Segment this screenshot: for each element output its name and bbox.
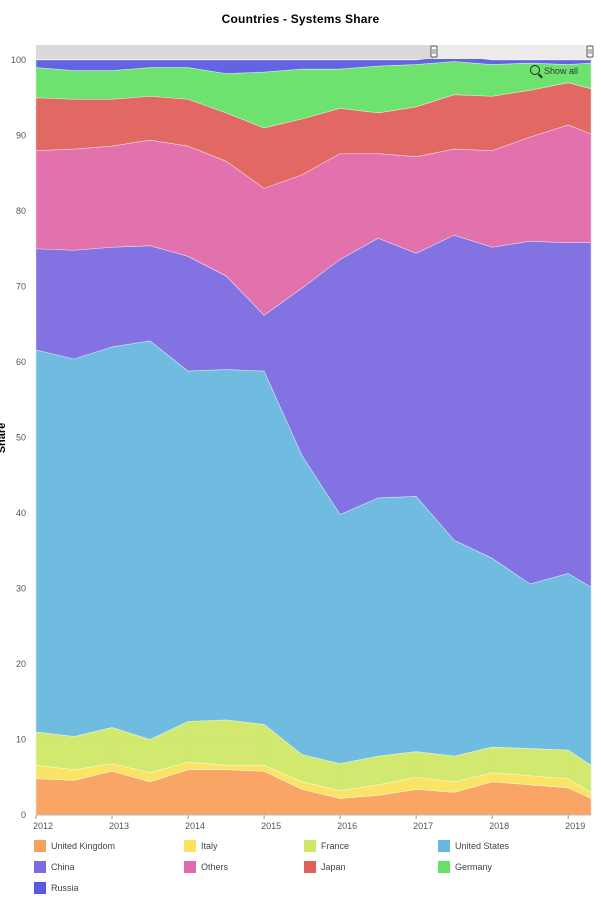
y-tick-label: 80 [16, 206, 26, 216]
show-all-button[interactable]: Show all [530, 65, 578, 76]
legend-swatch [34, 882, 46, 894]
legend-item-france[interactable]: France [304, 838, 349, 854]
y-tick-label: 50 [16, 433, 26, 443]
legend-swatch [438, 840, 450, 852]
zoom-scrollbar[interactable] [36, 45, 594, 59]
legend-swatch [34, 840, 46, 852]
area-series-russia[interactable] [35, 55, 592, 74]
y-tick-label: 40 [16, 508, 26, 518]
y-tick-label: 90 [16, 131, 26, 141]
legend-swatch [184, 861, 196, 873]
scrollbar-right-grip[interactable] [586, 45, 594, 58]
legend-swatch [184, 840, 196, 852]
legend-item-japan[interactable]: Japan [304, 859, 346, 875]
axis-layer: 0 10 20 30 40 50 60 70 80 90 100 2012 2013 2014 2015 20… [11, 55, 591, 831]
y-tick-label: 10 [16, 735, 26, 745]
legend-item-china[interactable]: China [34, 859, 75, 875]
chart-title: Countries - Systems Share [221, 12, 380, 26]
legend-label: Japan [321, 862, 346, 872]
legend-item-others[interactable]: Others [184, 859, 228, 875]
y-tick-label: 0 [21, 810, 26, 820]
x-tick-label: 2018 [489, 821, 509, 831]
legend-label: Russia [51, 883, 79, 893]
x-tick-label: 2014 [185, 821, 205, 831]
x-tick-label: 2012 [33, 821, 53, 831]
legend-swatch [34, 861, 46, 873]
area-layer [35, 55, 592, 816]
legend-label: Italy [201, 841, 218, 851]
x-tick-label: 2017 [413, 821, 433, 831]
y-tick-label: 70 [16, 282, 26, 292]
legend-swatch [304, 861, 316, 873]
x-tick-label: 2015 [261, 821, 281, 831]
show-all-label: Show all [544, 66, 579, 76]
y-tick-label: 20 [16, 659, 26, 669]
legend-item-italy[interactable]: Italy [184, 838, 218, 854]
legend-label: Others [201, 862, 229, 872]
legend-swatch [304, 840, 316, 852]
x-tick-label: 2019 [565, 821, 585, 831]
legend-item-germany[interactable]: Germany [438, 859, 492, 875]
x-tick-label: 2016 [337, 821, 357, 831]
y-axis-label: Share [0, 423, 8, 454]
legend-swatch [438, 861, 450, 873]
scrollbar-selection[interactable] [434, 45, 591, 59]
zoom-out-icon [530, 65, 540, 75]
legend-label: China [51, 862, 75, 872]
legend-label: Germany [455, 862, 493, 872]
legend-label: United States [455, 841, 510, 851]
legend-item-united-kingdom[interactable]: United Kingdom [34, 838, 115, 854]
legend-label: United Kingdom [51, 841, 116, 851]
x-tick-label: 2013 [109, 821, 129, 831]
legend-item-russia[interactable]: Russia [34, 880, 79, 896]
legend-label: France [321, 841, 350, 851]
legend-item-united-states[interactable]: United States [438, 838, 509, 854]
y-tick-label: 60 [16, 357, 26, 367]
y-tick-label: 100 [11, 55, 26, 65]
scrollbar-left-grip[interactable] [430, 45, 438, 58]
y-tick-label: 30 [16, 584, 26, 594]
